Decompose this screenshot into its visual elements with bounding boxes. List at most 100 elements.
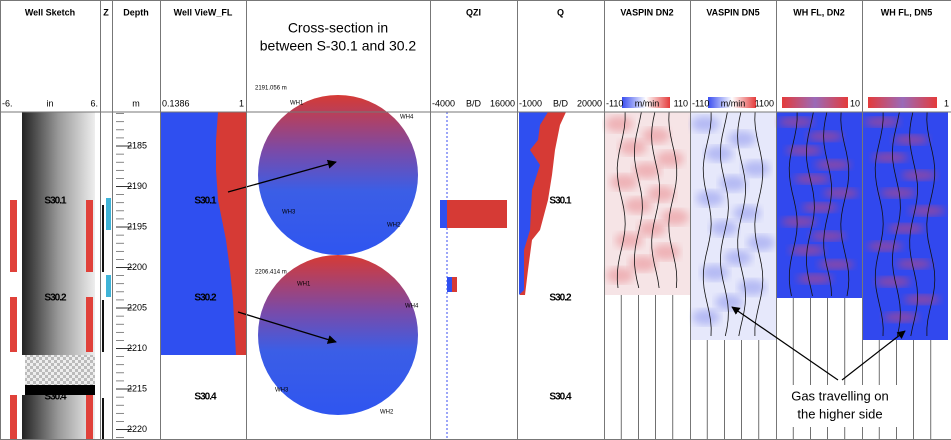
- track-title: WH FL, DN2: [793, 7, 845, 17]
- depth-label: 2195: [127, 221, 147, 231]
- zone-line: [102, 398, 104, 440]
- annotation-box: [780, 385, 900, 427]
- holdup-streak: [810, 231, 846, 241]
- wellhead-label: WH1: [297, 282, 311, 288]
- holdup-streak: [880, 188, 916, 198]
- zone-marker: [106, 198, 111, 230]
- qzi-bar-neg: [440, 200, 447, 228]
- vaspin-blob: [610, 174, 638, 191]
- vaspin-blob: [615, 232, 643, 249]
- holdup-streak: [909, 205, 945, 216]
- casing: [22, 395, 95, 440]
- q-blue: [519, 112, 548, 295]
- scale-label: -6.: [2, 98, 13, 108]
- scale-label: 20000: [577, 98, 602, 108]
- holdup-streak: [823, 188, 859, 199]
- cross-section-circle: [258, 95, 418, 255]
- vaspin-blob: [719, 175, 747, 192]
- scale-label: -4000: [432, 98, 455, 108]
- zone-marker: [106, 275, 111, 297]
- vaspin-blob: [638, 220, 666, 237]
- vaspin-blob: [742, 160, 770, 177]
- vaspin-blob: [633, 162, 661, 179]
- scale-label: 1: [944, 98, 949, 108]
- depth-label: 2215: [127, 383, 147, 393]
- holdup-streak: [818, 259, 854, 270]
- vaspin-blob: [624, 197, 652, 214]
- holdup-streak: [901, 170, 937, 181]
- vaspin-blob: [733, 205, 761, 222]
- colorbar: [868, 97, 937, 108]
- scale-label: -1000: [519, 98, 542, 108]
- track-title: VASPIN DN5: [706, 7, 759, 17]
- arrow: [841, 330, 906, 381]
- holdup-streak: [883, 312, 919, 323]
- holdup-streak: [896, 259, 932, 269]
- zone-label: S30.2: [194, 293, 217, 304]
- zone-label: S30.4: [194, 392, 217, 403]
- scale-label: -110: [606, 98, 623, 108]
- track-title: QZI: [466, 7, 481, 17]
- vaspin-blob: [661, 209, 689, 226]
- holdup-streak: [867, 241, 903, 252]
- vaspin-blob: [642, 127, 670, 144]
- spinner-trace: [788, 112, 798, 297]
- holdup-streak: [802, 202, 838, 213]
- scale-label: m/min: [635, 98, 660, 108]
- perforation: [10, 395, 17, 440]
- perforation: [10, 297, 17, 352]
- scale-label: B/D: [466, 98, 482, 108]
- spinner-trace: [909, 111, 919, 337]
- depth-label: 2220: [127, 424, 147, 434]
- circle-depth: 2206.414 m: [255, 270, 287, 276]
- zone-label: S30.1: [549, 196, 572, 207]
- scale-label: 10: [850, 98, 860, 108]
- flow-red: [216, 112, 246, 355]
- track-title: WH FL, DN5: [881, 7, 933, 17]
- vaspin-blob: [619, 139, 647, 156]
- gravel-pack: [25, 355, 95, 385]
- holdup-streak: [797, 273, 833, 284]
- zone-line: [102, 300, 104, 352]
- track-title: Well Sketch: [25, 7, 75, 17]
- track-title: Z: [103, 7, 109, 17]
- vaspin-blob: [710, 220, 738, 236]
- cross-section-title: Cross-section in: [288, 20, 388, 36]
- depth-label: 2210: [127, 343, 147, 353]
- annotation: the higher side: [797, 406, 882, 421]
- zone-label: S30.2: [44, 293, 67, 304]
- spinner-trace: [737, 111, 747, 337]
- qzi-bar-pos: [447, 200, 507, 228]
- wellhead-label: WH3: [282, 210, 296, 216]
- track-title: Depth: [123, 7, 149, 17]
- scale-label: 16000: [490, 98, 515, 108]
- spinner-trace: [668, 111, 678, 289]
- scale-label: 1: [239, 98, 244, 108]
- holdup-streak: [807, 131, 843, 142]
- vaspin-blob: [647, 185, 675, 202]
- vaspin-blob: [724, 249, 752, 266]
- vaspin-blob: [701, 264, 729, 281]
- wellhead-label: WH3: [275, 388, 289, 394]
- holdup-streak: [815, 159, 851, 170]
- annotation: Gas travelling on: [791, 388, 889, 403]
- depth-label: 2190: [127, 181, 147, 191]
- holdup-streak: [778, 117, 814, 127]
- track-title: Well VieW_FL: [174, 7, 233, 17]
- vaspin-blob: [656, 150, 684, 167]
- arrow: [731, 306, 839, 381]
- vaspin-blob: [728, 130, 756, 147]
- qzi-bar-pos: [452, 277, 457, 292]
- vaspin-blob: [605, 116, 633, 132]
- colorbar: [622, 97, 670, 108]
- spinner-trace: [926, 111, 936, 336]
- spinner-trace: [805, 111, 815, 297]
- zone-label: S30.4: [44, 392, 67, 403]
- scale-label: m/min: [721, 98, 746, 108]
- vaspin-blob: [652, 244, 680, 261]
- vaspin-blob: [715, 294, 743, 311]
- depth-label: 2200: [127, 262, 147, 272]
- scale-label: m: [132, 98, 140, 108]
